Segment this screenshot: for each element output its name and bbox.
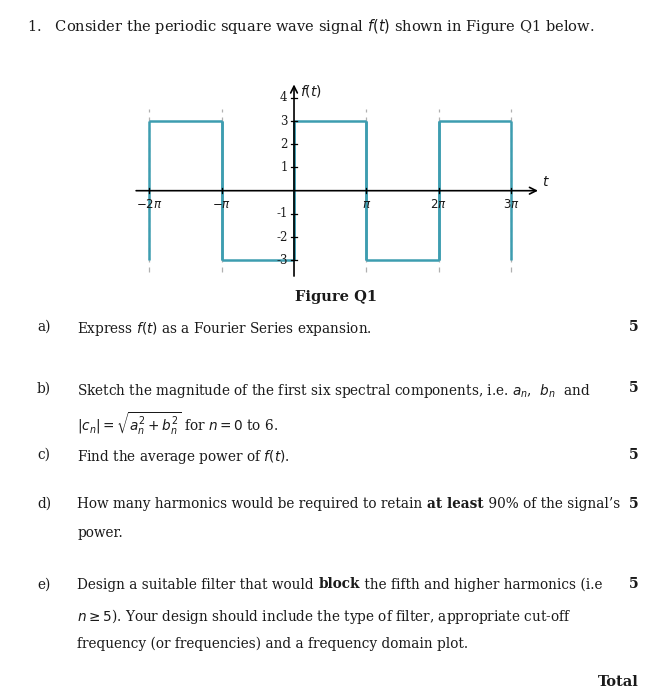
- Text: Design a suitable filter that would: Design a suitable filter that would: [77, 578, 319, 592]
- Text: $|c_n| = \sqrt{a_n^2 + b_n^2}$ for $n = 0$ to 6.: $|c_n| = \sqrt{a_n^2 + b_n^2}$ for $n = …: [77, 411, 278, 437]
- Text: 5: 5: [629, 382, 638, 395]
- Text: at least: at least: [427, 497, 484, 511]
- Text: block: block: [319, 578, 360, 592]
- Text: 1.   Consider the periodic square wave signal $f(t)$ shown in Figure Q1 below.: 1. Consider the periodic square wave sig…: [27, 18, 594, 36]
- Text: the fifth and higher harmonics (i.e: the fifth and higher harmonics (i.e: [360, 578, 602, 592]
- Text: e): e): [37, 578, 50, 592]
- Text: a): a): [37, 320, 50, 334]
- Text: -3: -3: [276, 254, 288, 267]
- Text: $\pi$: $\pi$: [362, 197, 371, 211]
- Text: 5: 5: [629, 448, 638, 462]
- Text: frequency (or frequencies) and a frequency domain plot.: frequency (or frequencies) and a frequen…: [77, 636, 468, 651]
- Text: $3\pi$: $3\pi$: [503, 197, 519, 211]
- Text: 5: 5: [629, 320, 638, 334]
- Text: Express $f(t)$ as a Fourier Series expansion.: Express $f(t)$ as a Fourier Series expan…: [77, 320, 372, 338]
- Text: $n \geq 5$). Your design should include the type of filter, appropriate cut-off: $n \geq 5$). Your design should include …: [77, 607, 572, 626]
- Text: How many harmonics would be required to retain: How many harmonics would be required to …: [77, 497, 427, 511]
- Text: $-2\pi$: $-2\pi$: [136, 197, 163, 211]
- Text: Sketch the magnitude of the first six spectral components, i.e. $a_n$,  $b_n$  a: Sketch the magnitude of the first six sp…: [77, 382, 591, 400]
- Text: -1: -1: [276, 207, 288, 220]
- Text: b): b): [37, 382, 51, 395]
- Text: $f(t)$: $f(t)$: [300, 83, 322, 99]
- Text: Figure Q1: Figure Q1: [295, 290, 377, 304]
- Text: d): d): [37, 497, 51, 511]
- Text: 1: 1: [280, 161, 288, 174]
- Text: 90% of the signal’s: 90% of the signal’s: [484, 497, 620, 511]
- Text: $t$: $t$: [542, 175, 550, 189]
- Text: 2: 2: [280, 138, 288, 150]
- Text: power.: power.: [77, 526, 123, 540]
- Text: $-\pi$: $-\pi$: [212, 197, 231, 211]
- Text: 5: 5: [629, 497, 638, 511]
- Text: $2\pi$: $2\pi$: [430, 197, 447, 211]
- Text: Find the average power of $f(t)$.: Find the average power of $f(t)$.: [77, 448, 290, 466]
- Text: c): c): [37, 448, 50, 462]
- Text: Total: Total: [597, 676, 638, 690]
- Text: -2: -2: [276, 230, 288, 244]
- Text: 5: 5: [629, 578, 638, 592]
- Text: 4: 4: [280, 92, 288, 104]
- Text: 3: 3: [280, 115, 288, 127]
